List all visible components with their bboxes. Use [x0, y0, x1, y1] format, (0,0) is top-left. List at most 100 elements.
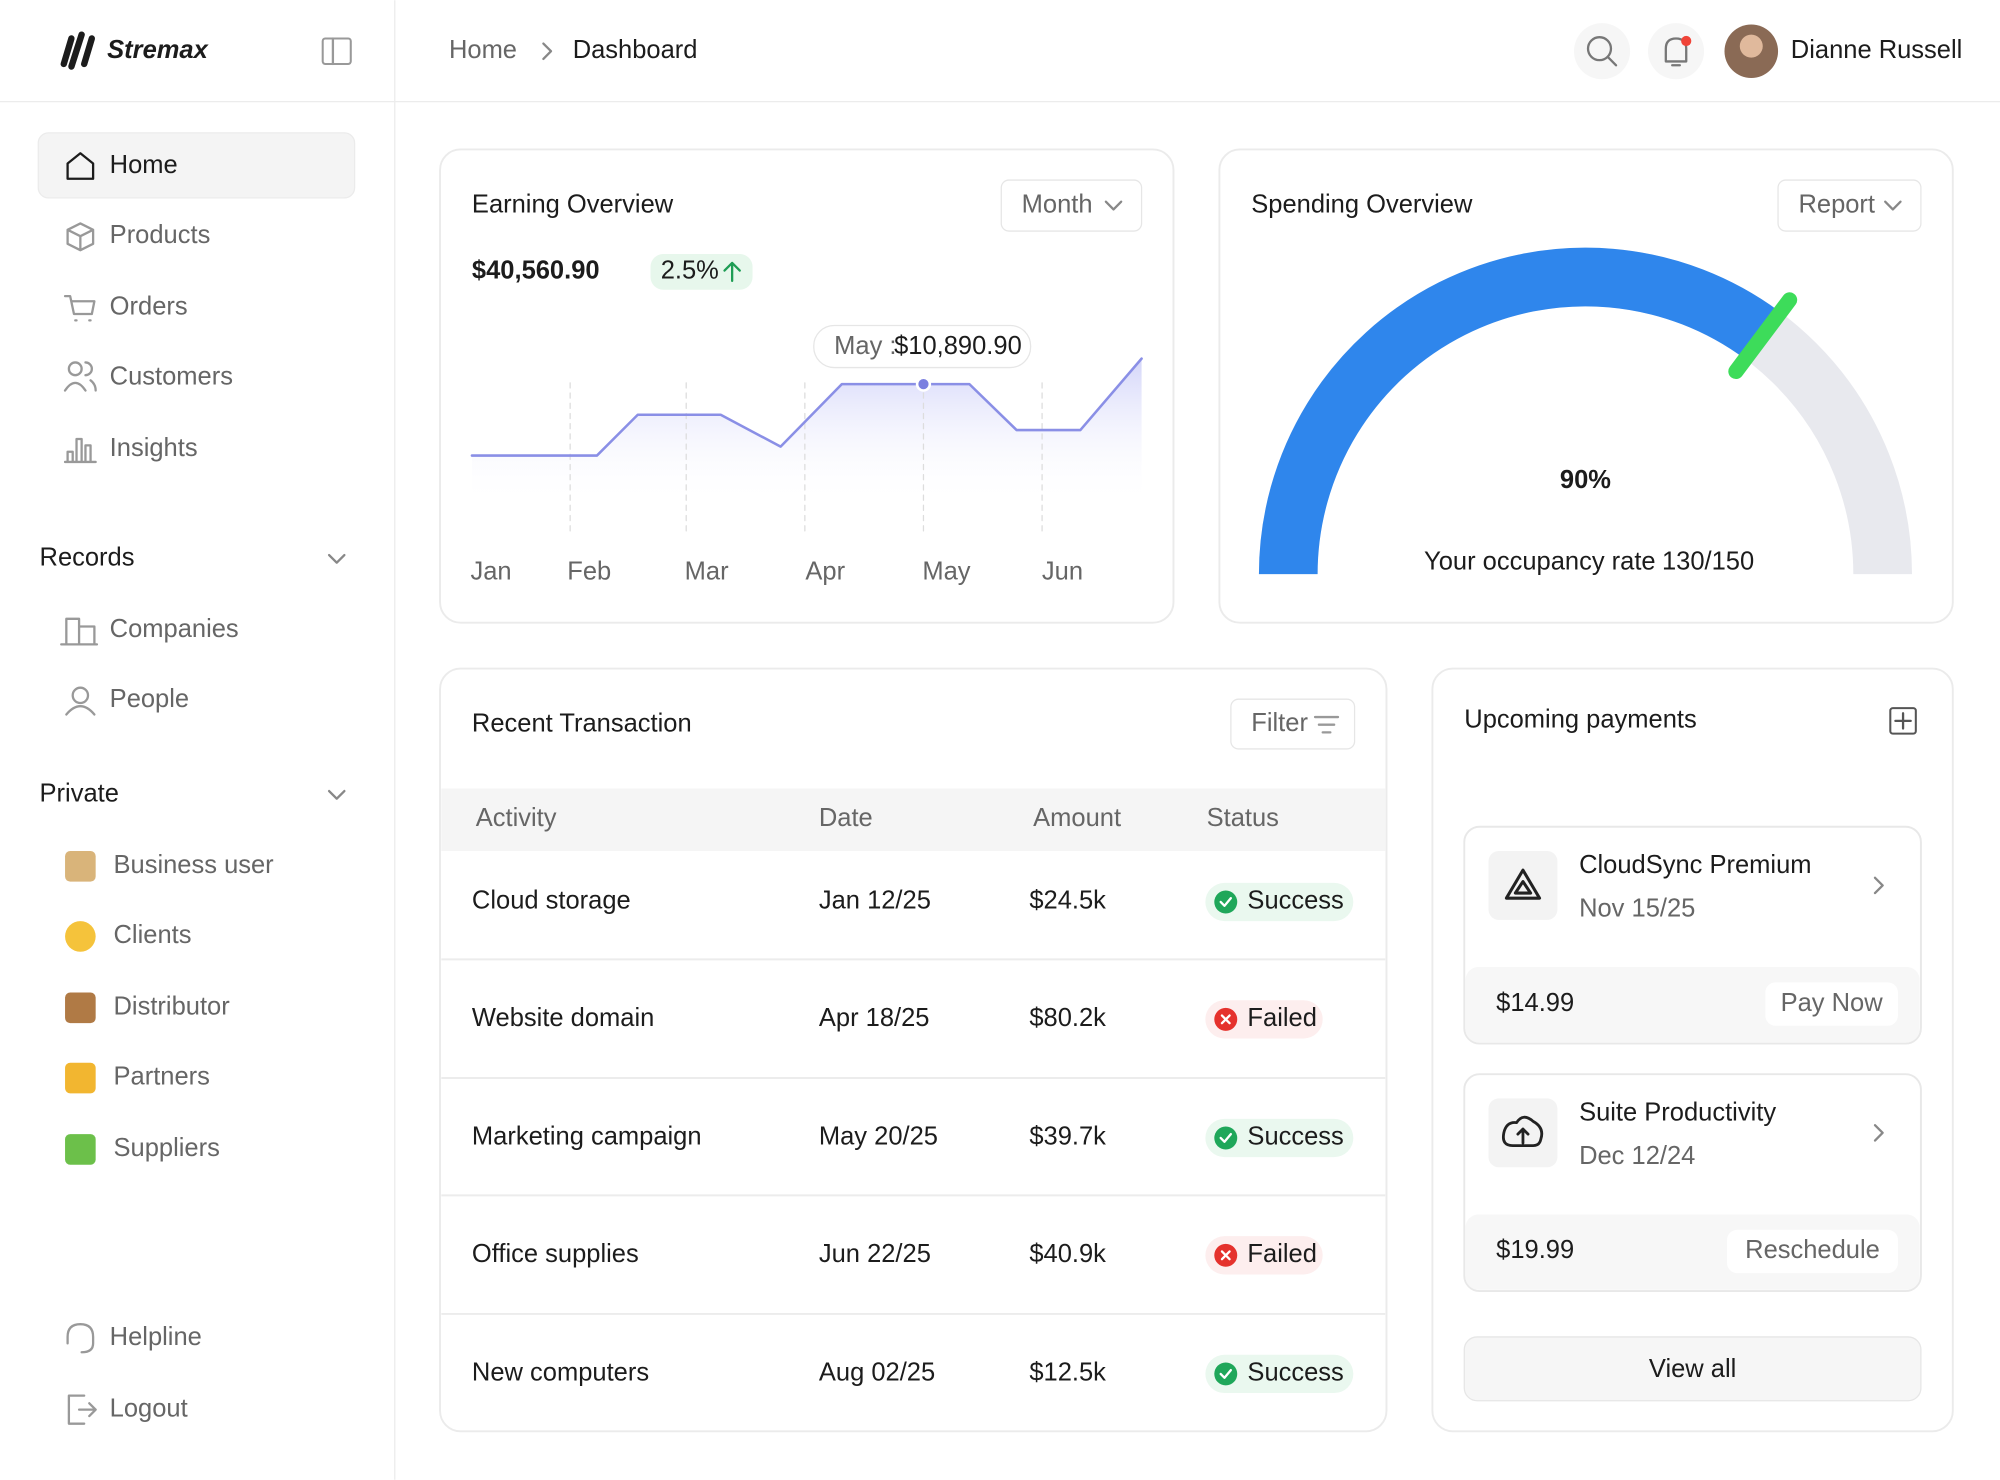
status-pill	[1205, 882, 1354, 922]
nav-item[interactable]: Companies	[110, 615, 239, 643]
card	[439, 148, 1175, 624]
cell: Apr 18/25	[819, 1004, 930, 1032]
gauge-fill	[1258, 247, 1781, 575]
filter-icon	[1313, 715, 1340, 734]
chevron	[1884, 200, 1902, 211]
nav-item[interactable]: Suppliers	[114, 1134, 220, 1162]
notification-dot	[1681, 35, 1692, 47]
notification-button[interactable]	[1647, 23, 1705, 80]
payment-action-label: Pay Now	[1781, 989, 1884, 1017]
nav-item[interactable]: Helpline	[110, 1323, 202, 1351]
payment-name: CloudSync Premium	[1579, 851, 1811, 879]
cell: May 20/25	[819, 1123, 938, 1151]
gauge-percent: 90%	[1560, 466, 1611, 494]
status-icon	[1214, 1362, 1238, 1386]
search-button[interactable]	[1573, 23, 1631, 80]
card-title: Spending Overview	[1251, 190, 1473, 218]
gauge-marker	[1728, 292, 1798, 380]
status-glyph	[1220, 1250, 1231, 1261]
nav-icon	[67, 1394, 97, 1425]
earning-line	[470, 357, 1143, 457]
x-label: Mar	[685, 558, 729, 586]
payment-icon	[1504, 868, 1542, 900]
nav-emoji	[65, 921, 96, 952]
add-button[interactable]	[1889, 707, 1917, 735]
nav-item[interactable]: People	[110, 685, 189, 713]
card	[439, 667, 1388, 1433]
column-header: Status	[1207, 804, 1279, 832]
sidebar-toggle[interactable]	[321, 37, 352, 65]
tooltip-value: $10,890.90	[894, 332, 1022, 360]
chevron	[1873, 1124, 1884, 1142]
user-name: Dianne Russell	[1791, 36, 1963, 64]
payment-date: Dec 12/24	[1579, 1142, 1695, 1170]
x-label: May	[922, 558, 970, 586]
nav-emoji	[65, 850, 96, 882]
arrow-up	[723, 261, 741, 282]
button-label: Month	[1022, 190, 1093, 218]
button[interactable]	[1230, 698, 1356, 750]
nav-section-title[interactable]: Private	[40, 780, 119, 808]
status-pill	[1205, 1118, 1354, 1158]
card-title: Recent Transaction	[472, 709, 692, 737]
gauge-rate: 130/150	[1662, 547, 1754, 575]
chevron	[1104, 200, 1123, 211]
x-label: Apr	[805, 558, 845, 586]
card-title: Upcoming payments	[1464, 706, 1696, 734]
tooltip	[813, 324, 1032, 369]
cell: $80.2k	[1029, 1004, 1106, 1032]
nav-item[interactable]: Partners	[114, 1063, 210, 1091]
status-icon	[1214, 1126, 1238, 1150]
nav-item[interactable]: Home	[110, 151, 178, 179]
cell: $12.5k	[1029, 1359, 1106, 1387]
search-handle	[1607, 56, 1618, 67]
view-all-button[interactable]	[1463, 1336, 1922, 1402]
payment-action-label: Reschedule	[1745, 1236, 1880, 1264]
status-icon	[1214, 890, 1238, 914]
highlight-point	[915, 376, 932, 392]
button[interactable]	[1000, 179, 1143, 232]
payment-action[interactable]	[1727, 1229, 1898, 1274]
nav-item[interactable]: Business user	[114, 851, 275, 879]
nav-icon	[63, 294, 96, 322]
status-label: Failed	[1247, 1240, 1316, 1268]
card-title: Earning Overview	[472, 190, 674, 218]
nav-item[interactable]: Products	[110, 221, 211, 249]
nav-icon	[66, 222, 95, 252]
cell: $40.9k	[1029, 1240, 1106, 1268]
chevron	[327, 553, 346, 564]
button[interactable]	[1777, 179, 1922, 232]
cell: Marketing campaign	[472, 1123, 702, 1151]
nav-item[interactable]: Logout	[110, 1394, 188, 1422]
nav-item[interactable]: Clients	[114, 921, 192, 949]
nav-item[interactable]: Customers	[110, 362, 233, 390]
payment-date: Nov 15/25	[1579, 894, 1695, 922]
card	[1218, 148, 1954, 624]
nav-emoji	[65, 1134, 96, 1165]
nav-emoji	[65, 1062, 96, 1094]
cell: Aug 02/25	[819, 1359, 935, 1387]
gauge-caption: Your occupancy rate	[1424, 547, 1656, 575]
brand-logo	[60, 31, 96, 70]
nav-icon	[63, 361, 97, 392]
search-icon	[1586, 36, 1613, 62]
card	[1431, 667, 1954, 1433]
x-label: Feb	[567, 558, 611, 586]
nav-item[interactable]: Orders	[110, 292, 188, 320]
nav-item[interactable]: Distributor	[114, 993, 231, 1021]
column-header: Date	[819, 804, 873, 832]
button-label: Filter	[1251, 709, 1308, 737]
payment-name: Suite Productivity	[1579, 1098, 1776, 1126]
nav-section-title[interactable]: Records	[40, 544, 135, 572]
nav-icon	[63, 437, 97, 464]
payment-action[interactable]	[1765, 982, 1898, 1026]
bell-icon	[1664, 37, 1688, 67]
status-pill	[1205, 1000, 1323, 1039]
cell: $24.5k	[1029, 887, 1106, 915]
nav-item[interactable]: Insights	[110, 434, 198, 462]
status-label: Success	[1247, 1123, 1343, 1151]
payment-icon-box	[1488, 850, 1558, 920]
payment-price: $19.99	[1496, 1236, 1574, 1264]
